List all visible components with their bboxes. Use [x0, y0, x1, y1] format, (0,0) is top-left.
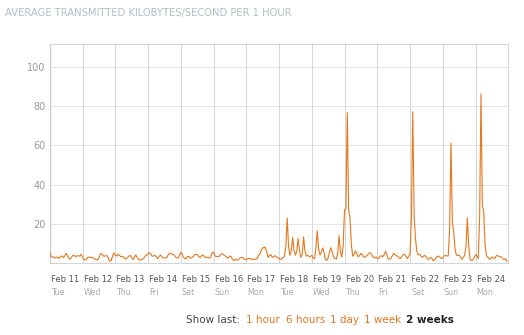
Text: Sun: Sun: [214, 288, 230, 297]
Text: Feb 24: Feb 24: [476, 275, 505, 284]
Text: Feb 14: Feb 14: [149, 275, 177, 284]
Text: Thu: Thu: [346, 288, 361, 297]
Text: Sun: Sun: [444, 288, 459, 297]
Text: 2 weeks: 2 weeks: [406, 315, 454, 325]
Text: Show last:: Show last:: [186, 315, 240, 325]
Text: Feb 23: Feb 23: [444, 275, 472, 284]
Text: Feb 18: Feb 18: [280, 275, 308, 284]
Text: Mon: Mon: [476, 288, 494, 297]
Text: Fri: Fri: [149, 288, 159, 297]
Text: Thu: Thu: [116, 288, 131, 297]
Text: Feb 21: Feb 21: [378, 275, 407, 284]
Text: 1 hour: 1 hour: [246, 315, 280, 325]
Text: 1 day: 1 day: [330, 315, 359, 325]
Text: Feb 22: Feb 22: [411, 275, 439, 284]
Text: Feb 20: Feb 20: [346, 275, 374, 284]
Text: Feb 16: Feb 16: [214, 275, 243, 284]
Text: Tue: Tue: [51, 288, 64, 297]
Text: Feb 15: Feb 15: [182, 275, 210, 284]
Text: Feb 11: Feb 11: [51, 275, 79, 284]
Text: AVERAGE TRANSMITTED KILOBYTES/SECOND PER 1 HOUR: AVERAGE TRANSMITTED KILOBYTES/SECOND PER…: [5, 8, 292, 18]
Text: Sat: Sat: [411, 288, 424, 297]
Text: Feb 19: Feb 19: [313, 275, 341, 284]
Text: 1 week: 1 week: [364, 315, 401, 325]
Text: Tue: Tue: [280, 288, 293, 297]
Text: Feb 12: Feb 12: [84, 275, 112, 284]
Text: Feb 13: Feb 13: [116, 275, 145, 284]
Text: Wed: Wed: [84, 288, 101, 297]
Text: Wed: Wed: [313, 288, 330, 297]
Text: 6 hours: 6 hours: [286, 315, 325, 325]
Text: Fri: Fri: [378, 288, 388, 297]
Text: Sat: Sat: [182, 288, 195, 297]
Text: Mon: Mon: [247, 288, 264, 297]
Text: Feb 17: Feb 17: [247, 275, 276, 284]
